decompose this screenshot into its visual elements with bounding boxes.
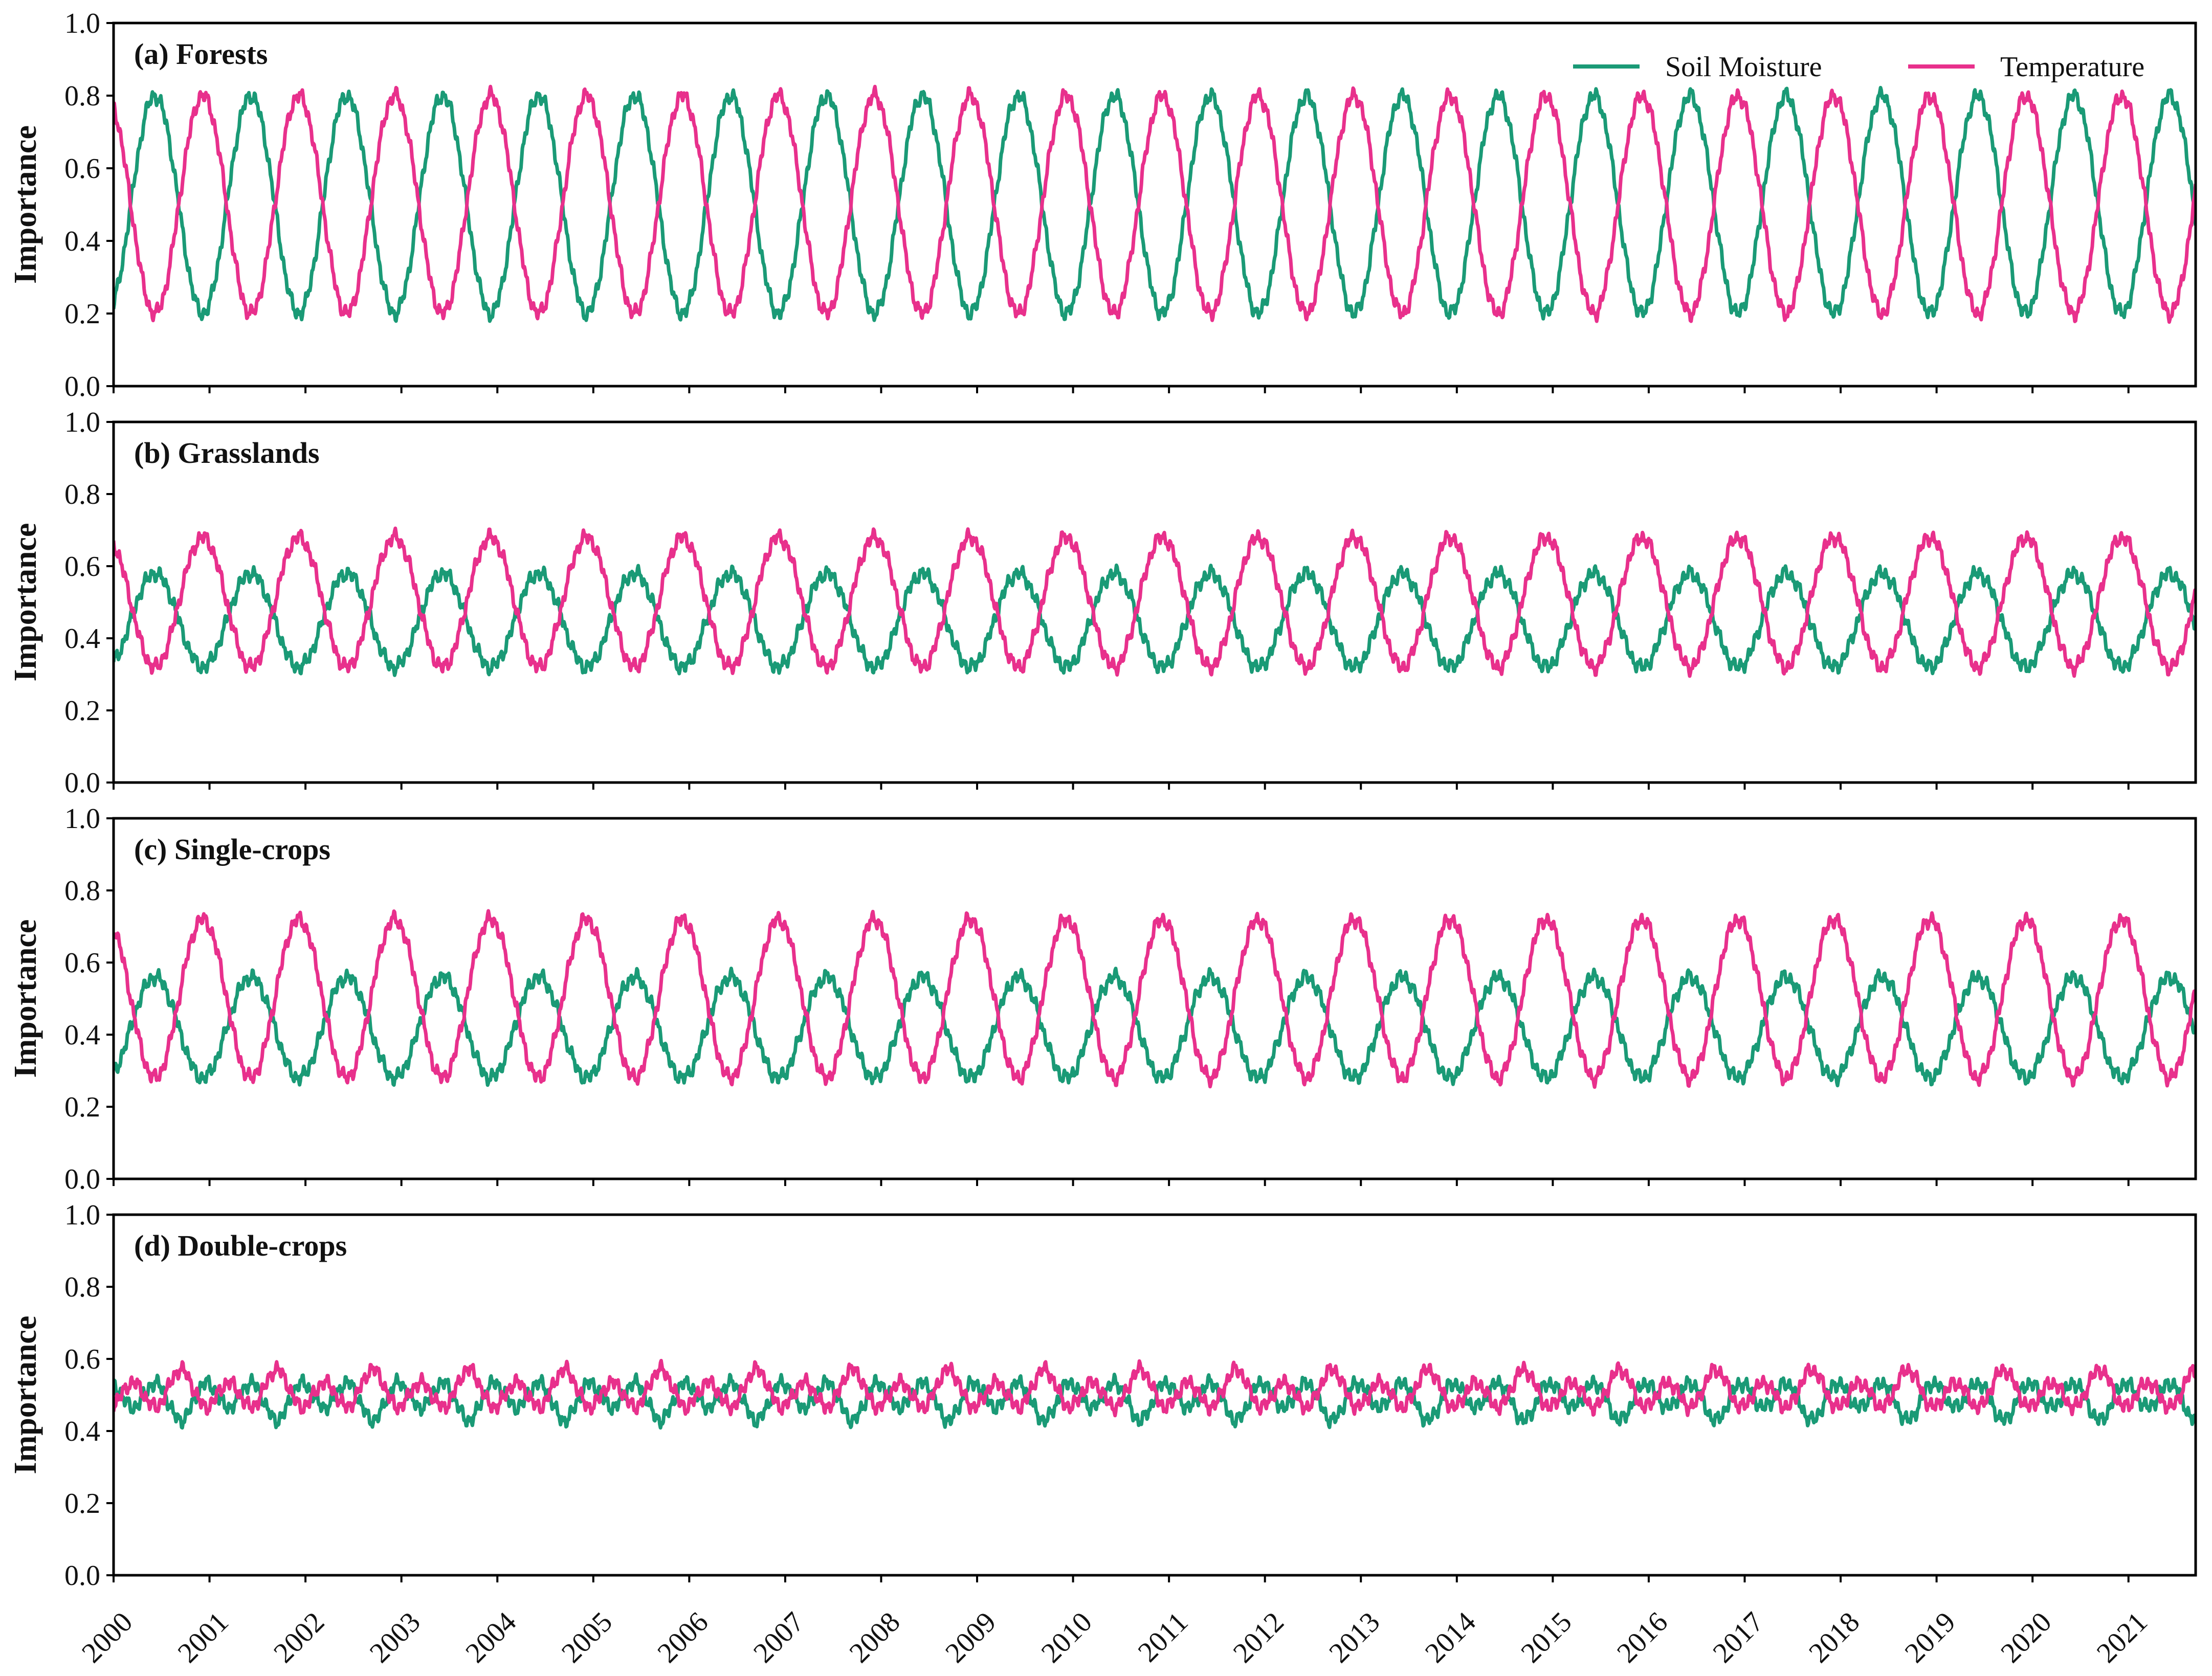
y-tick-label: 0.4	[64, 1019, 100, 1051]
y-tick-label: 0.0	[64, 1164, 100, 1195]
y-tick-label: 0.4	[64, 623, 100, 655]
x-tick-label: 2009	[939, 1606, 1002, 1669]
panel-2: 0.0 0.2 0.4 0.6 0.8 1.0 Importance (b) Grasslan…	[8, 407, 2197, 799]
x-axis: 2000 2001 2002 2003 2004 2005 2006 2007 2008 2009…	[76, 1606, 2154, 1669]
y-tick-label: 0.8	[64, 875, 100, 907]
soil-moisture-line	[114, 563, 2196, 677]
x-tick-label: 2005	[556, 1606, 618, 1669]
plot-frame	[112, 420, 2197, 784]
x-tick-label: 2020	[1995, 1606, 2058, 1669]
panel-title: (c) Single-crops	[134, 833, 330, 866]
panel-title: (a) Forests	[134, 37, 268, 71]
x-tick-label: 2021	[2091, 1606, 2154, 1669]
x-tick-label: 2010	[1035, 1606, 1098, 1669]
x-tick-label: 2013	[1323, 1606, 1386, 1669]
temperature-line	[114, 84, 2196, 324]
x-tick-label: 2019	[1899, 1606, 1962, 1669]
y-tick-label: 0.6	[64, 153, 100, 185]
y-tick-label: 1.0	[64, 803, 100, 835]
y-tick-label: 0.2	[64, 1488, 100, 1519]
y-tick-label: 0.4	[64, 1416, 100, 1447]
x-tick-label: 2008	[844, 1606, 906, 1669]
soil-moisture-line	[114, 85, 2196, 323]
x-tick-label: 2004	[459, 1606, 522, 1669]
x-tick-label: 2018	[1803, 1606, 1866, 1669]
y-axis-title: Importance	[8, 523, 43, 682]
panel-title: (d) Double-crops	[134, 1229, 347, 1262]
x-tick-label: 2000	[76, 1606, 139, 1669]
panel-4: 0.0 0.2 0.4 0.6 0.8 1.0 Importance (d) Double-c…	[8, 1199, 2197, 1592]
plot-frame	[112, 21, 2197, 388]
legend: Soil Moisture Temperature	[1573, 51, 2144, 83]
x-tick-label: 2016	[1611, 1606, 1674, 1669]
x-tick-label: 2002	[268, 1606, 330, 1669]
plot-frame	[112, 1213, 2197, 1577]
soil-moisture-line	[114, 967, 2196, 1087]
temperature-line	[114, 1358, 2196, 1418]
y-tick-label: 0.6	[64, 947, 100, 979]
x-tick-label: 2012	[1227, 1606, 1290, 1669]
panel-1: 0.0 0.2 0.4 0.6 0.8 1.0 Importance (a) Forests	[8, 8, 2197, 403]
y-tick-label: 0.0	[64, 1560, 100, 1592]
x-tick-label: 2006	[652, 1606, 715, 1669]
x-tick-label: 2001	[172, 1606, 235, 1669]
y-tick-label: 0.6	[64, 551, 100, 583]
panel-title: (b) Grasslands	[134, 436, 320, 470]
temperature-line	[114, 909, 2196, 1089]
x-tick-label: 2007	[747, 1606, 810, 1669]
y-tick-label: 0.6	[64, 1344, 100, 1375]
y-tick-label: 0.8	[64, 1271, 100, 1303]
y-tick-label: 0.0	[64, 371, 100, 403]
x-tick-label: 2003	[364, 1606, 427, 1669]
y-tick-label: 0.8	[64, 479, 100, 510]
panel-3: 0.0 0.2 0.4 0.6 0.8 1.0 Importance (c) Single-c…	[8, 803, 2197, 1195]
y-tick-label: 0.2	[64, 298, 100, 330]
x-tick-label: 2011	[1132, 1606, 1195, 1668]
y-tick-label: 0.8	[64, 80, 100, 112]
x-tick-label: 2015	[1515, 1606, 1578, 1669]
y-tick-label: 0.2	[64, 695, 100, 727]
y-tick-label: 1.0	[64, 407, 100, 438]
legend-label-1: Soil Moisture	[1665, 51, 1822, 83]
x-tick-label: 2014	[1419, 1606, 1482, 1669]
y-axis-title: Importance	[8, 125, 43, 284]
y-tick-label: 1.0	[64, 1199, 100, 1231]
y-axis-title: Importance	[8, 920, 43, 1078]
plot-frame	[112, 817, 2197, 1180]
y-tick-label: 0.2	[64, 1091, 100, 1123]
legend-label-2: Temperature	[2000, 51, 2144, 83]
y-tick-label: 0.0	[64, 767, 100, 799]
x-tick-label: 2017	[1707, 1606, 1770, 1669]
temperature-line	[114, 526, 2196, 678]
y-tick-label: 0.4	[64, 226, 100, 257]
y-axis-title: Importance	[8, 1316, 43, 1474]
y-tick-label: 1.0	[64, 8, 100, 39]
